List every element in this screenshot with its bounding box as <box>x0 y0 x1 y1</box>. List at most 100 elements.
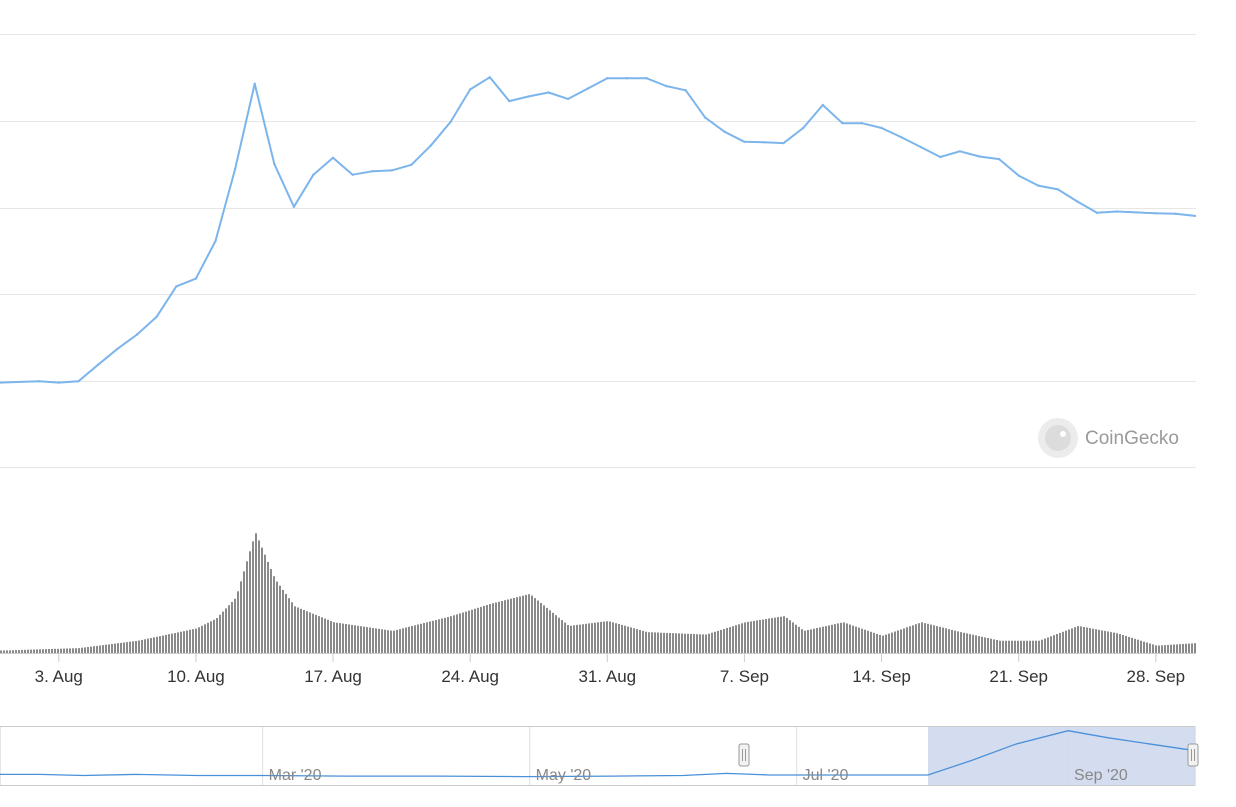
volume-bar <box>81 647 83 653</box>
volume-bar <box>1056 634 1058 653</box>
volume-bar <box>1176 644 1178 653</box>
price-point <box>214 239 217 243</box>
volume-bar <box>750 621 752 653</box>
volume-bar <box>219 614 221 653</box>
x-tick-label: 28. Sep <box>1127 667 1186 686</box>
volume-bar <box>69 648 71 653</box>
volume-bar <box>138 640 140 653</box>
volume-bar <box>1152 644 1154 653</box>
volume-bar <box>1119 634 1121 653</box>
volume-bar <box>651 632 653 653</box>
volume-bar <box>1023 640 1025 653</box>
volume-bar <box>324 618 326 653</box>
price-point <box>312 173 315 176</box>
volume-bar <box>54 648 56 653</box>
volume-bar <box>303 610 305 653</box>
volume-bar <box>957 631 959 653</box>
volume-bar <box>36 649 38 653</box>
volume-bar <box>519 596 521 653</box>
volume-bar <box>681 633 683 653</box>
volume-bar <box>570 625 572 653</box>
volume-bar <box>993 639 995 653</box>
volume-bar <box>204 624 206 653</box>
volume-bar <box>1041 639 1043 653</box>
volume-bar <box>459 613 461 653</box>
volume-bar <box>516 597 518 653</box>
volume-bar <box>282 589 284 653</box>
volume-bar <box>381 629 383 653</box>
volume-bar <box>384 629 386 653</box>
volume-bar <box>972 634 974 653</box>
gecko-logo-inner-icon <box>1045 425 1071 451</box>
volume-bar <box>1011 640 1013 653</box>
volume-bar <box>603 621 605 653</box>
x-tick-label: 17. Aug <box>304 667 362 686</box>
volume-bar <box>177 632 179 653</box>
volume-bar <box>804 630 806 653</box>
volume-bar <box>915 624 917 653</box>
volume-bar <box>753 620 755 653</box>
volume-bar <box>756 620 758 653</box>
price-point <box>194 277 198 280</box>
volume-bar <box>480 606 482 653</box>
volume-bar <box>768 618 770 653</box>
volume-bar <box>1029 640 1031 653</box>
volume-bar <box>375 628 377 653</box>
price-point <box>488 76 491 79</box>
volume-bar <box>1161 645 1163 653</box>
volume-bar <box>1017 640 1019 653</box>
navigator-right-handle[interactable] <box>1187 743 1199 767</box>
volume-bar <box>531 595 533 653</box>
x-tick-label: 3. Aug <box>35 667 83 686</box>
volume-bar <box>690 633 692 653</box>
volume-bar <box>147 638 149 653</box>
volume-bar <box>321 617 323 653</box>
volume-bar <box>789 620 791 653</box>
volume-bar <box>858 627 860 653</box>
price-point <box>939 155 942 159</box>
volume-bar <box>1098 629 1100 653</box>
volume-bar <box>528 594 530 653</box>
volume-bar <box>357 625 359 653</box>
volume-series <box>0 533 1196 653</box>
gecko-eye-icon <box>1060 431 1066 437</box>
volume-bar <box>624 625 626 653</box>
volume-bar <box>45 649 47 653</box>
watermark-label: CoinGecko <box>1085 428 1179 449</box>
price-point <box>880 126 883 130</box>
price-point <box>978 155 981 158</box>
volume-bar <box>714 631 716 653</box>
volume-bar <box>222 611 224 653</box>
price-point <box>1017 174 1020 177</box>
price-point <box>1115 210 1118 213</box>
volume-bar <box>708 633 710 653</box>
volume-bar <box>882 635 884 653</box>
volume-bar <box>12 650 14 653</box>
price-grid <box>0 34 1196 468</box>
volume-bar <box>1140 640 1142 653</box>
volume-bar <box>1035 640 1037 653</box>
volume-bar <box>729 627 731 653</box>
volume-bar <box>1005 640 1007 653</box>
price-point <box>155 315 158 318</box>
volume-bar <box>18 650 20 653</box>
volume-bar <box>549 610 551 653</box>
volume-bar <box>894 631 896 653</box>
volume-bar <box>588 623 590 653</box>
navigator-left-handle[interactable] <box>738 743 750 767</box>
volume-bar <box>501 601 503 653</box>
navigator-selection[interactable] <box>928 727 1195 785</box>
volume-bar <box>903 628 905 653</box>
price-point <box>1174 212 1177 215</box>
price-point <box>782 141 785 145</box>
volume-bar <box>213 619 215 653</box>
volume-bar <box>1062 631 1064 653</box>
volume-bar <box>831 624 833 653</box>
volume-bar <box>96 645 98 653</box>
volume-bar <box>456 614 458 653</box>
volume-bar <box>669 633 671 653</box>
price-point <box>38 380 41 383</box>
volume-bar <box>492 603 494 653</box>
volume-bar <box>156 636 158 653</box>
volume-bar <box>900 629 902 653</box>
